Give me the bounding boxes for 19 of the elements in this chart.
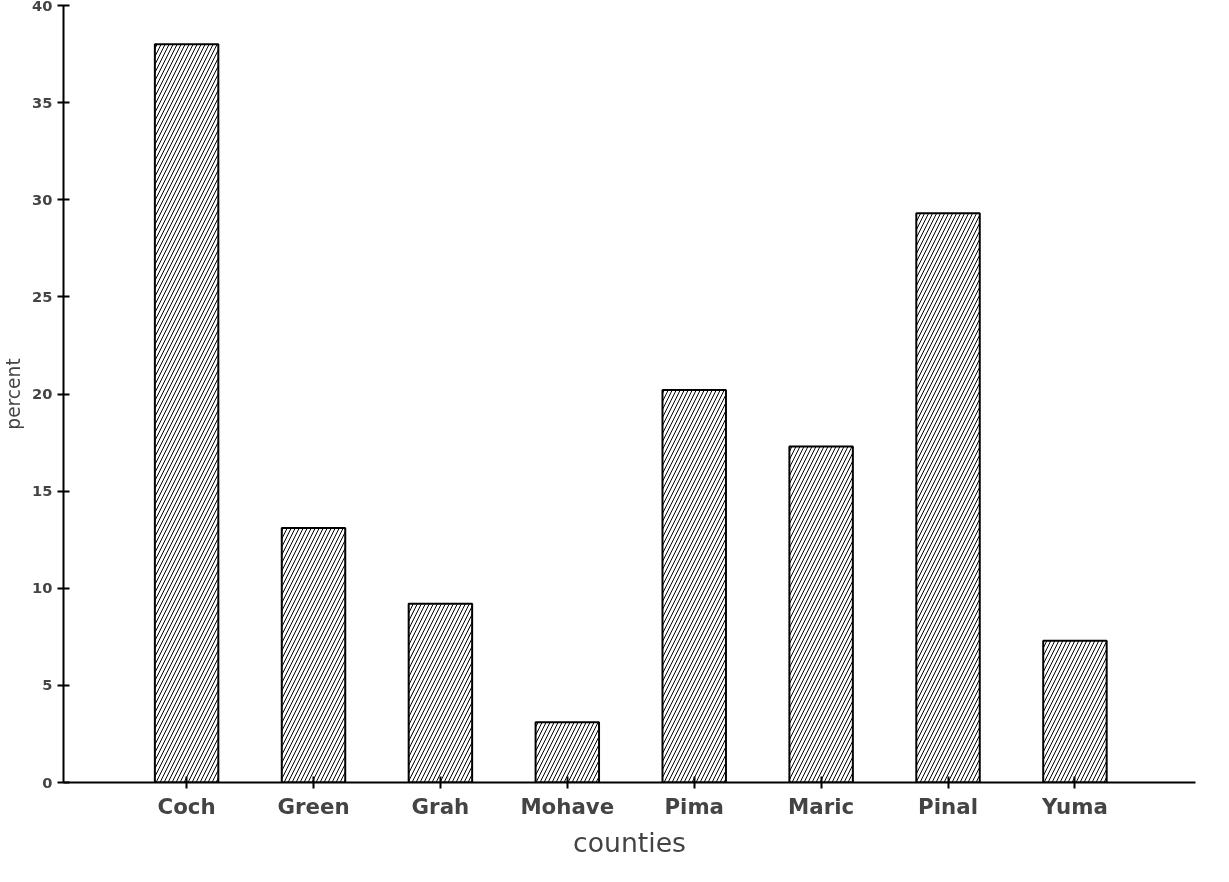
x-tick-label: Coch (157, 793, 216, 819)
x-axis-title: counties (573, 826, 686, 858)
y-tick-label: 35 (32, 93, 53, 111)
y-axis-title: percent (3, 358, 25, 430)
x-tick-label: Pinal (918, 793, 978, 819)
y-tick-label: 0 (42, 773, 53, 791)
x-tick-label: Yuma (1041, 793, 1108, 819)
x-tick-label: Pima (664, 793, 725, 819)
y-tick-label: 30 (32, 190, 53, 208)
x-tick-label: Green (277, 793, 350, 819)
y-tick-label: 15 (32, 482, 53, 500)
y-tick-label: 10 (32, 579, 53, 597)
x-tick-label: Grah (411, 793, 470, 819)
x-tick-label: Maric (788, 793, 855, 819)
x-tick-label: Mohave (520, 793, 615, 819)
y-tick-label: 5 (42, 676, 53, 694)
y-tick-label: 25 (32, 287, 53, 305)
y-tick-label: 40 (32, 0, 53, 14)
y-tick-label: 20 (32, 385, 53, 402)
